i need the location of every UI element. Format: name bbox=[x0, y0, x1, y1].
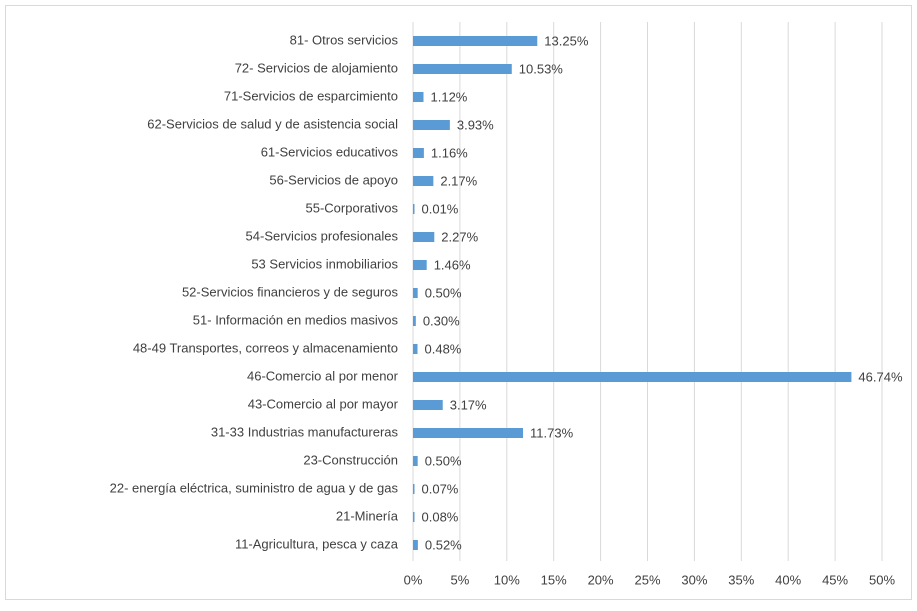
y-tick-label: 31-33 Industrias manufactureras bbox=[211, 424, 399, 439]
bar bbox=[413, 36, 538, 46]
value-label: 0.50% bbox=[425, 285, 462, 300]
y-tick-label: 81- Otros servicios bbox=[290, 32, 399, 47]
x-tick-label: 30% bbox=[681, 572, 707, 587]
bar bbox=[413, 316, 416, 326]
value-label: 0.48% bbox=[425, 341, 462, 356]
bar bbox=[413, 204, 415, 214]
bar bbox=[413, 512, 415, 522]
y-tick-label: 53 Servicios inmobiliarios bbox=[251, 256, 398, 271]
bar bbox=[413, 148, 424, 158]
value-label: 3.93% bbox=[457, 117, 494, 132]
y-tick-label: 54-Servicios profesionales bbox=[246, 228, 399, 243]
bar bbox=[413, 400, 443, 410]
y-tick-label: 23-Construcción bbox=[303, 452, 398, 467]
value-label: 0.01% bbox=[422, 201, 459, 216]
value-label: 1.46% bbox=[434, 257, 471, 272]
y-tick-label: 22- energía eléctrica, suministro de agu… bbox=[110, 480, 399, 495]
bar bbox=[413, 428, 524, 438]
bar bbox=[413, 288, 418, 298]
y-tick-label: 48-49 Transportes, correos y almacenamie… bbox=[133, 340, 398, 355]
bar bbox=[413, 540, 418, 550]
y-tick-label: 46-Comercio al por menor bbox=[247, 368, 399, 383]
value-label: 2.27% bbox=[441, 229, 478, 244]
y-tick-label: 51- Información en medios masivos bbox=[193, 312, 399, 327]
x-tick-label: 35% bbox=[728, 572, 754, 587]
bar bbox=[413, 344, 418, 354]
value-label: 13.25% bbox=[544, 33, 589, 48]
x-tick-label: 10% bbox=[494, 572, 520, 587]
value-label: 0.50% bbox=[425, 453, 462, 468]
chart-border bbox=[5, 5, 912, 600]
bar bbox=[413, 232, 435, 242]
y-tick-label: 71-Servicios de esparcimiento bbox=[224, 88, 398, 103]
x-tick-label: 20% bbox=[588, 572, 614, 587]
value-label: 0.52% bbox=[425, 537, 462, 552]
x-tick-label: 25% bbox=[634, 572, 660, 587]
bar bbox=[413, 176, 434, 186]
value-label: 2.17% bbox=[440, 173, 477, 188]
value-label: 3.17% bbox=[450, 397, 487, 412]
y-tick-label: 61-Servicios educativos bbox=[261, 144, 399, 159]
bar bbox=[413, 372, 852, 382]
bar bbox=[413, 92, 424, 102]
bar bbox=[413, 260, 427, 270]
x-tick-label: 40% bbox=[775, 572, 801, 587]
value-label: 11.73% bbox=[530, 425, 574, 440]
x-tick-label: 50% bbox=[869, 572, 895, 587]
y-tick-label: 62-Servicios de salud y de asistencia so… bbox=[147, 116, 398, 131]
value-label: 46.74% bbox=[858, 369, 903, 384]
value-label: 0.30% bbox=[423, 313, 460, 328]
x-tick-label: 15% bbox=[541, 572, 567, 587]
value-label: 0.08% bbox=[422, 509, 459, 524]
value-label: 1.12% bbox=[431, 89, 468, 104]
y-tick-label: 72- Servicios de alojamiento bbox=[235, 60, 398, 75]
y-tick-label: 56-Servicios de apoyo bbox=[269, 172, 398, 187]
bar bbox=[413, 456, 418, 466]
x-tick-label: 5% bbox=[451, 572, 470, 587]
x-tick-label: 45% bbox=[822, 572, 848, 587]
y-tick-label: 43-Comercio al por mayor bbox=[248, 396, 399, 411]
value-label: 1.16% bbox=[431, 145, 468, 160]
y-tick-label: 52-Servicios financieros y de seguros bbox=[182, 284, 399, 299]
x-tick-label: 0% bbox=[404, 572, 423, 587]
bar bbox=[413, 64, 512, 74]
bar bbox=[413, 484, 415, 494]
y-tick-label: 55-Corporativos bbox=[306, 200, 399, 215]
bar bbox=[413, 120, 450, 130]
y-tick-label: 21-Minería bbox=[336, 508, 399, 523]
value-label: 0.07% bbox=[422, 481, 459, 496]
y-tick-label: 11-Agricultura, pesca y caza bbox=[235, 536, 399, 551]
value-label: 10.53% bbox=[519, 61, 564, 76]
